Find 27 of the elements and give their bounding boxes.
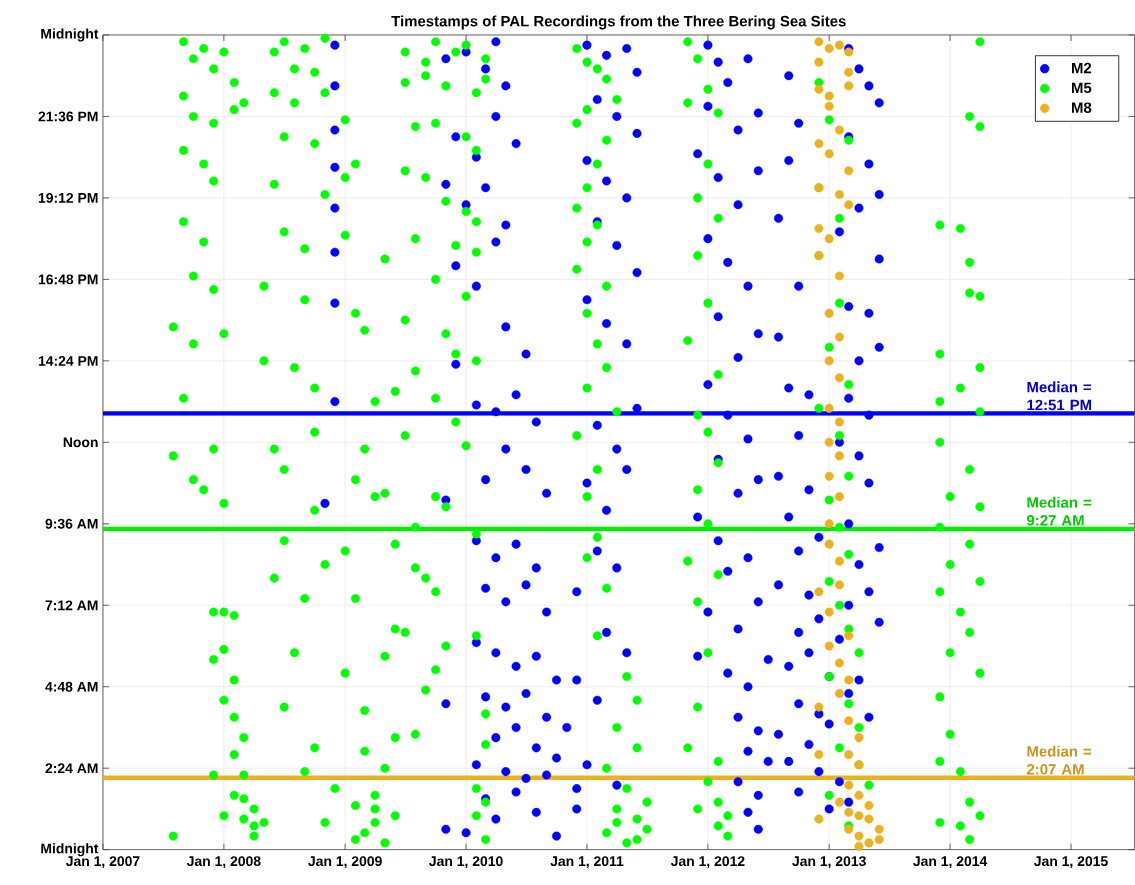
- x-tick-label: Jan 1, 2015: [1034, 856, 1108, 869]
- annotation: Median = 9:27 AM: [1027, 496, 1092, 526]
- x-tick-label: Jan 1, 2010: [429, 856, 503, 869]
- annotation: Median = 2:07 AM: [1027, 745, 1092, 775]
- y-tick-label: 16:48 PM: [38, 274, 98, 285]
- y-tick-label: 9:36 AM: [45, 519, 98, 529]
- y-tick-label: Midnight: [41, 28, 99, 42]
- y-tick-label: 4:48 AM: [45, 681, 98, 692]
- legend-label: M5: [1071, 82, 1092, 94]
- x-tick-label: Jan 1, 2009: [308, 856, 382, 869]
- y-tick-label: 7:12 AM: [45, 600, 98, 611]
- x-tick-label: Jan 1, 2012: [670, 856, 745, 869]
- annotation: Median = 12:51 PM: [1027, 381, 1092, 411]
- legend-label: M2: [1071, 62, 1092, 74]
- x-tick-label: Jan 1, 2011: [550, 856, 624, 869]
- x-tick-label: Jan 1, 2014: [913, 856, 988, 869]
- y-tick-label: 2:24 AM: [45, 763, 98, 774]
- x-tick-label: Jan 1, 2008: [186, 856, 261, 869]
- chart-title: Timestamps of PAL Recordings from the Three Bering Sea Sites: [391, 15, 846, 30]
- y-tick-label: Midnight: [41, 843, 99, 857]
- legend-label: M8: [1071, 102, 1092, 114]
- y-tick-label: 21:36 PM: [38, 111, 98, 122]
- y-tick-label: 14:24 PM: [38, 356, 98, 366]
- y-tick-label: Noon: [63, 437, 98, 448]
- x-tick-label: Jan 1, 2007: [65, 856, 140, 869]
- y-tick-label: 19:12 PM: [38, 193, 98, 204]
- x-tick-label: Jan 1, 2013: [792, 856, 866, 869]
